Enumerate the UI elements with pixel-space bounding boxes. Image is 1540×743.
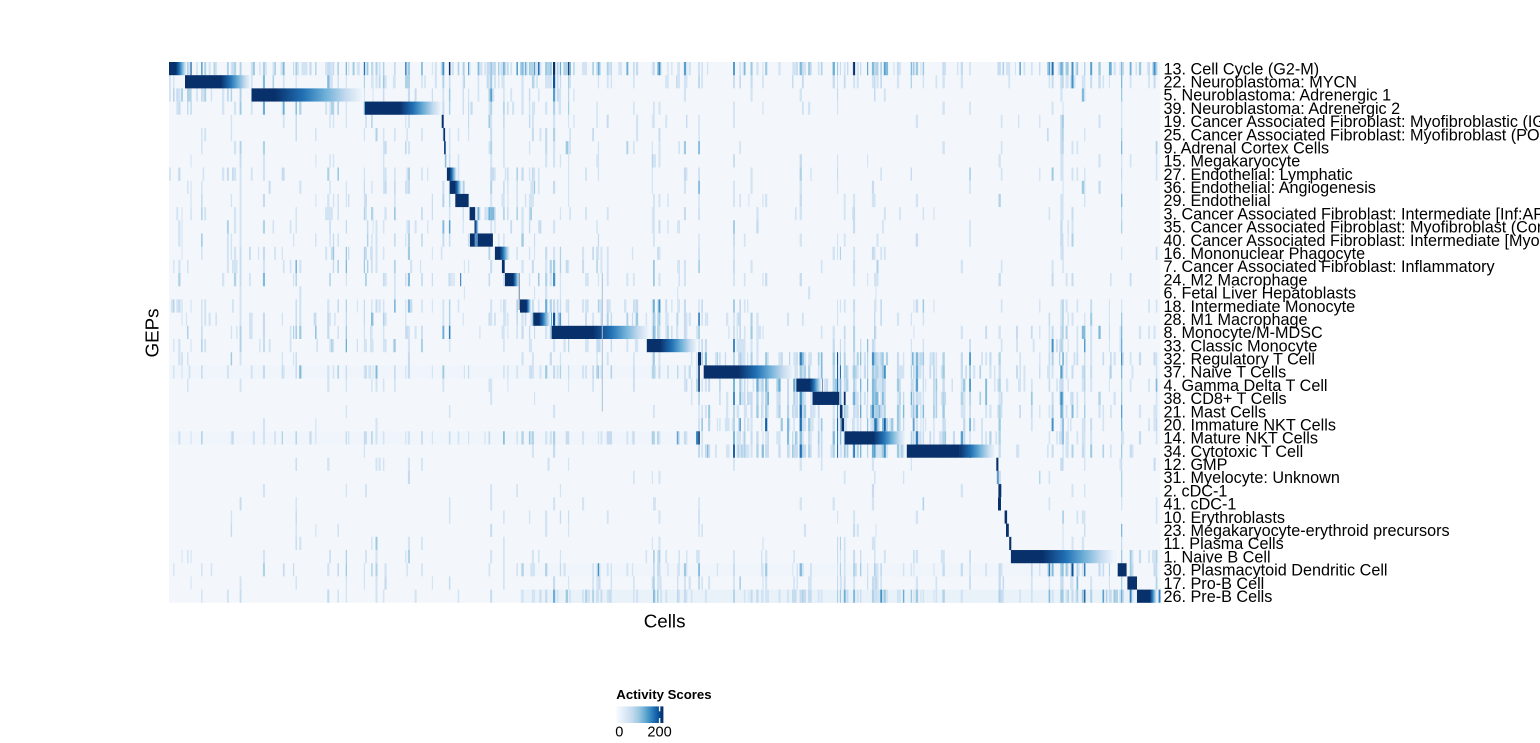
svg-text:Cells: Cells bbox=[644, 611, 686, 632]
svg-text:10. Erythroblasts: 10. Erythroblasts bbox=[1164, 509, 1285, 527]
svg-text:9. Adrenal Cortex Cells: 9. Adrenal Cortex Cells bbox=[1164, 140, 1330, 158]
svg-text:3. Cancer Associated Fibroblas: 3. Cancer Associated Fibroblast: Interme… bbox=[1164, 205, 1540, 223]
svg-text:4. Gamma Delta T Cell: 4. Gamma Delta T Cell bbox=[1164, 377, 1328, 395]
svg-text:13. Cell Cycle (G2-M): 13. Cell Cycle (G2-M) bbox=[1164, 60, 1320, 78]
svg-text:31. Myelocyte: Unknown: 31. Myelocyte: Unknown bbox=[1164, 469, 1340, 487]
svg-text:15. Megakaryocyte: 15. Megakaryocyte bbox=[1164, 153, 1301, 171]
svg-text:35. Cancer Associated Fibrobla: 35. Cancer Associated Fibroblast: Myofib… bbox=[1164, 219, 1540, 237]
svg-text:28. M1 Macrophage: 28. M1 Macrophage bbox=[1164, 311, 1308, 329]
svg-text:2. cDC-1: 2. cDC-1 bbox=[1164, 482, 1228, 500]
svg-text:36. Endothelial: Angiogenesis: 36. Endothelial: Angiogenesis bbox=[1164, 179, 1376, 197]
svg-text:34. Cytotoxic T Cell: 34. Cytotoxic T Cell bbox=[1164, 443, 1304, 461]
svg-text:Activity Scores: Activity Scores bbox=[616, 687, 711, 702]
svg-text:GEPs: GEPs bbox=[141, 308, 162, 357]
svg-text:1. Naive B Cell: 1. Naive B Cell bbox=[1164, 548, 1271, 566]
svg-text:12. GMP: 12. GMP bbox=[1164, 456, 1228, 474]
svg-text:37. Naive T Cells: 37. Naive T Cells bbox=[1164, 364, 1287, 382]
svg-text:8. Monocyte/M-MDSC: 8. Monocyte/M-MDSC bbox=[1164, 324, 1324, 342]
svg-text:26. Pre-B Cells: 26. Pre-B Cells bbox=[1164, 588, 1273, 606]
svg-text:19. Cancer Associated Fibrobla: 19. Cancer Associated Fibroblast: Myofib… bbox=[1164, 113, 1540, 131]
svg-text:29. Endothelial: 29. Endothelial bbox=[1164, 192, 1271, 210]
svg-text:22. Neuroblastoma: MYCN: 22. Neuroblastoma: MYCN bbox=[1164, 74, 1357, 92]
svg-text:16. Mononuclear Phagocyte: 16. Mononuclear Phagocyte bbox=[1164, 245, 1366, 263]
svg-text:6. Fetal Liver Hepatoblasts: 6. Fetal Liver Hepatoblasts bbox=[1164, 285, 1357, 303]
svg-text:7. Cancer Associated Fibroblas: 7. Cancer Associated Fibroblast: Inflamm… bbox=[1164, 258, 1496, 276]
svg-text:18. Intermediate Monocyte: 18. Intermediate Monocyte bbox=[1164, 298, 1356, 316]
svg-text:5. Neuroblastoma: Adrenergic 1: 5. Neuroblastoma: Adrenergic 1 bbox=[1164, 87, 1392, 105]
svg-text:33. Classic Monocyte: 33. Classic Monocyte bbox=[1164, 337, 1318, 355]
svg-text:38. CD8+ T Cells: 38. CD8+ T Cells bbox=[1164, 390, 1287, 408]
svg-text:200: 200 bbox=[647, 724, 671, 740]
svg-text:20. Immature NKT Cells: 20. Immature NKT Cells bbox=[1164, 417, 1336, 435]
svg-text:27. Endothelial: Lymphatic: 27. Endothelial: Lymphatic bbox=[1164, 166, 1353, 184]
svg-text:39. Neuroblastoma: Adrenergic: 39. Neuroblastoma: Adrenergic 2 bbox=[1164, 100, 1401, 118]
svg-text:23. Megakaryocyte-erythroid pr: 23. Megakaryocyte-erythroid precursors bbox=[1164, 522, 1450, 540]
svg-text:17. Pro-B Cell: 17. Pro-B Cell bbox=[1164, 575, 1265, 593]
svg-text:14. Mature NKT Cells: 14. Mature NKT Cells bbox=[1164, 430, 1318, 448]
svg-text:40. Cancer Associated Fibrobla: 40. Cancer Associated Fibroblast: Interm… bbox=[1164, 232, 1540, 250]
svg-text:30. Plasmacytoid Dendritic Cel: 30. Plasmacytoid Dendritic Cell bbox=[1164, 562, 1388, 580]
svg-text:24. M2 Macrophage: 24. M2 Macrophage bbox=[1164, 271, 1308, 289]
svg-text:32. Regulatory T Cell: 32. Regulatory T Cell bbox=[1164, 351, 1315, 369]
svg-text:25. Cancer Associated Fibrobla: 25. Cancer Associated Fibroblast: Myofib… bbox=[1164, 126, 1540, 144]
svg-text:11. Plasma Cells: 11. Plasma Cells bbox=[1164, 535, 1284, 553]
svg-text:0: 0 bbox=[615, 724, 623, 740]
svg-text:41. cDC-1: 41. cDC-1 bbox=[1164, 496, 1237, 514]
svg-text:21. Mast Cells: 21. Mast Cells bbox=[1164, 403, 1267, 421]
